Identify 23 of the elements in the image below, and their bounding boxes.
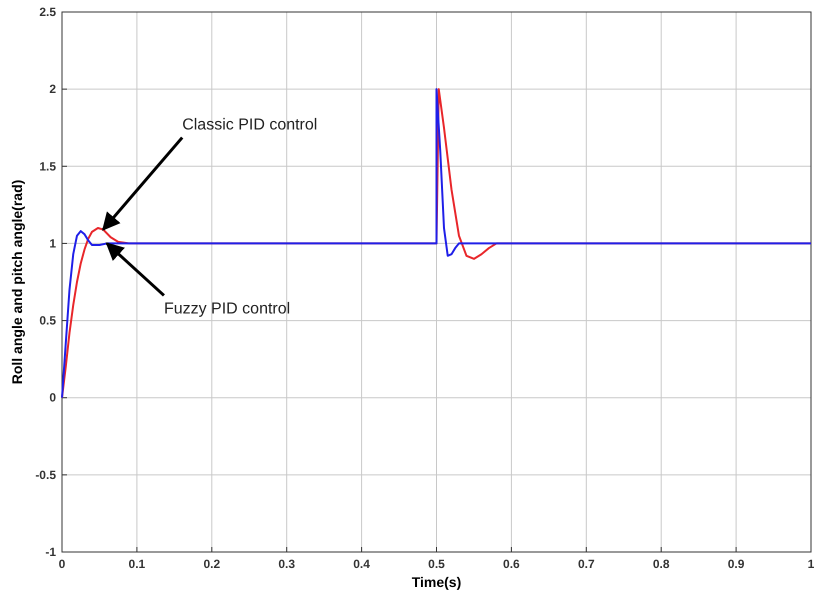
x-tick-label: 0.9	[728, 557, 745, 571]
y-tick-label: 1	[49, 236, 56, 250]
y-tick-label: 0.5	[39, 314, 56, 328]
x-tick-label: 0.8	[652, 557, 670, 571]
y-axis-title: Roll angle and pitch angle(rad)	[9, 180, 25, 384]
y-tick-label: -0.5	[35, 468, 56, 482]
x-tick-label: 0.7	[578, 557, 595, 571]
x-tick-label: 0.1	[128, 557, 146, 571]
y-tick-label: 2	[49, 82, 56, 96]
y-tick-label: 2.5	[39, 5, 56, 19]
x-tick-label: 0.3	[278, 557, 296, 571]
y-tick-label: 0	[49, 390, 56, 405]
annotation: Fuzzy PID control	[164, 300, 290, 318]
x-tick-label: 0.4	[353, 557, 370, 571]
x-tick-label: 0	[58, 557, 66, 571]
y-tick-label: -1	[45, 545, 56, 559]
x-tick-label: 0.2	[203, 557, 220, 571]
x-axis-title: Time(s)	[412, 574, 462, 590]
x-tick-label: 0.5	[428, 557, 446, 571]
x-tick-label: 0.6	[503, 557, 520, 571]
y-tick-label: 1.5	[39, 159, 56, 174]
annotation: Classic PID control	[182, 116, 318, 134]
x-tick-label: 1	[808, 557, 815, 571]
